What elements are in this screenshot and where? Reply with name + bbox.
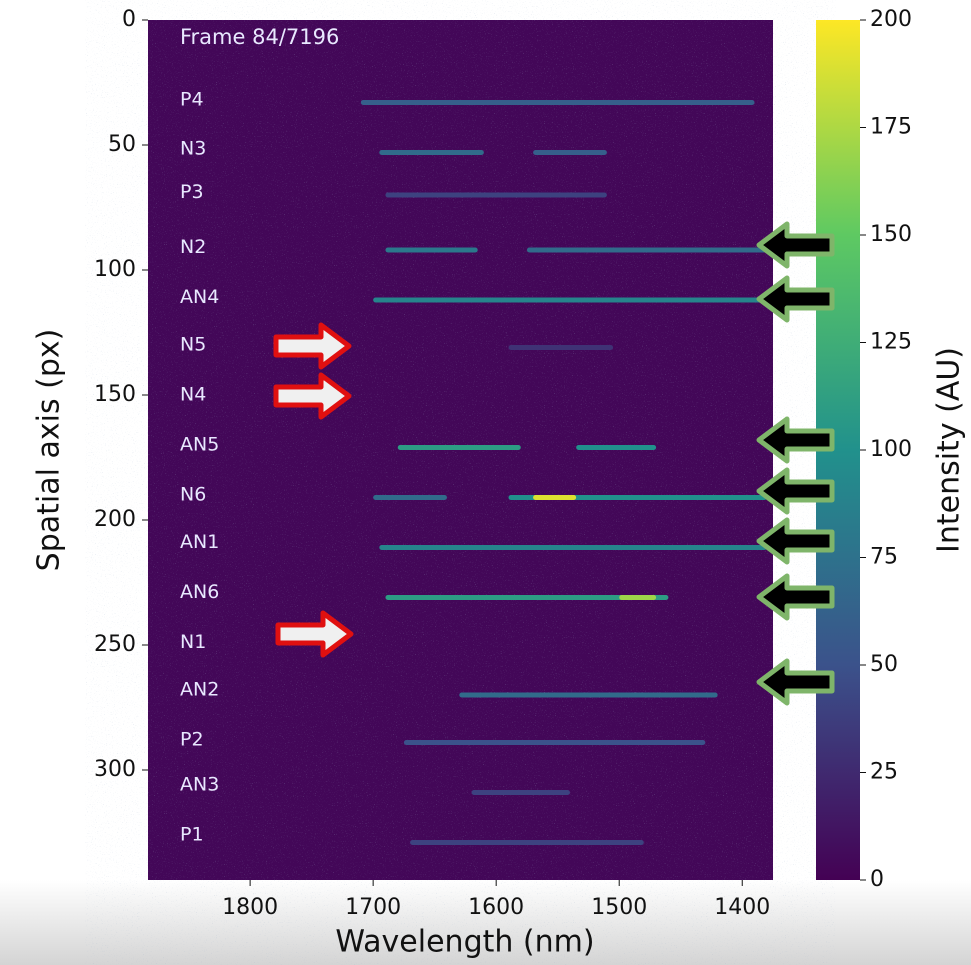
x-tick-label: 1800 <box>222 895 278 920</box>
colorbar-label: Intensity (AU) <box>932 347 967 553</box>
row-label: AN4 <box>180 286 219 308</box>
row-label: N1 <box>180 631 206 653</box>
colorbar-tick-label: 100 <box>870 437 912 462</box>
y-tick-label: 250 <box>94 632 136 657</box>
streak <box>533 495 577 500</box>
colorbar-tick-label: 125 <box>870 330 912 355</box>
streak <box>576 445 657 450</box>
frame-annotation: Frame 84/7196 <box>180 25 339 49</box>
y-tick-label: 50 <box>108 132 136 157</box>
y-tick-label: 0 <box>122 7 136 32</box>
y-tick-label: 100 <box>94 257 136 282</box>
row-label: P1 <box>180 824 204 846</box>
y-tick-label: 200 <box>94 507 136 532</box>
streak <box>471 790 570 795</box>
row-label: P3 <box>180 181 204 203</box>
streak <box>373 495 447 500</box>
streak <box>379 150 484 155</box>
x-tick-label: 1400 <box>714 895 770 920</box>
streak <box>619 595 657 600</box>
streak <box>459 692 718 698</box>
streak <box>385 247 478 253</box>
x-tick-label: 1700 <box>345 895 401 920</box>
streak <box>360 100 755 105</box>
row-label: N6 <box>180 484 206 506</box>
row-label: N2 <box>180 236 206 258</box>
colorbar-tick-label: 75 <box>870 545 898 570</box>
streak <box>373 297 767 303</box>
y-tick-label: 300 <box>94 757 136 782</box>
colorbar-tick-label: 25 <box>870 760 898 785</box>
colorbar-tick-label: 200 <box>870 7 912 32</box>
row-label: P2 <box>180 729 204 751</box>
x-tick-label: 1500 <box>591 895 647 920</box>
streak <box>385 595 669 600</box>
y-axis-label: Spatial axis (px) <box>32 329 67 572</box>
streak <box>410 840 644 845</box>
row-label: N4 <box>180 384 206 406</box>
colorbar-tick-label: 50 <box>870 652 898 677</box>
x-tick-label: 1600 <box>468 895 524 920</box>
streak <box>385 192 607 198</box>
row-label: AN6 <box>180 581 219 603</box>
colorbar-tick-label: 175 <box>870 115 912 140</box>
streak <box>533 150 607 155</box>
row-label: N3 <box>180 137 206 159</box>
row-label: N5 <box>180 334 206 356</box>
row-label: AN1 <box>180 531 219 553</box>
y-tick-label: 150 <box>94 382 136 407</box>
streak <box>403 740 706 745</box>
colorbar-tick-label: 0 <box>870 867 884 892</box>
streak <box>526 247 767 253</box>
video-overlay <box>0 880 971 965</box>
x-axis-label: Wavelength (nm) <box>335 925 594 960</box>
streak <box>508 345 614 350</box>
row-label: AN5 <box>180 434 219 456</box>
colorbar-tick-label: 150 <box>870 222 912 247</box>
streak <box>379 545 767 550</box>
green-arrows <box>756 221 835 706</box>
row-label: P4 <box>180 89 204 111</box>
red-arrows <box>273 322 354 658</box>
row-label: AN2 <box>180 679 219 701</box>
row-label: AN3 <box>180 774 219 796</box>
streak <box>397 445 521 450</box>
